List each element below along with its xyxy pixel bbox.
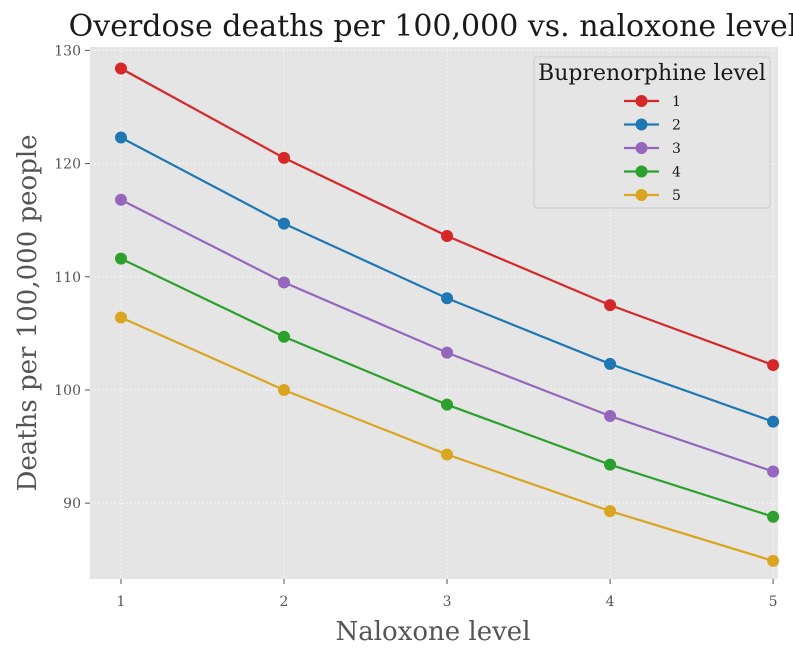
legend-label: 3 — [672, 141, 681, 157]
x-axis-label: Naloxone level — [335, 617, 530, 647]
data-point — [604, 410, 617, 423]
y-tick-label: 90 — [63, 496, 81, 512]
series-2 — [114, 131, 780, 428]
y-tick-label: 110 — [54, 270, 81, 286]
data-point — [114, 252, 127, 265]
legend-marker — [635, 142, 648, 154]
data-point — [441, 230, 454, 243]
y-tick-label: 100 — [54, 383, 81, 399]
data-point — [278, 217, 291, 230]
series-4 — [114, 252, 780, 523]
data-point — [767, 510, 780, 523]
data-point — [604, 458, 617, 471]
legend-label: 1 — [672, 94, 681, 110]
legend-item-4: 4 — [624, 165, 681, 181]
legend-label: 4 — [672, 165, 681, 181]
legend-item-5: 5 — [624, 188, 681, 204]
data-point — [114, 62, 127, 75]
legend-marker — [635, 165, 648, 178]
chart-title: Overdose deaths per 100,000 vs. naloxone… — [69, 9, 793, 44]
series-5 — [114, 311, 780, 567]
data-point — [441, 346, 454, 359]
x-tick-label: 3 — [443, 594, 452, 610]
y-axis-label: Deaths per 100,000 people — [13, 134, 43, 491]
legend-label: 2 — [672, 118, 681, 134]
axis-ticks: 1 2 3 4 5 90 100 110 120 130 — [54, 43, 777, 610]
legend-items: 1 2 3 4 5 — [624, 94, 681, 204]
data-point — [114, 193, 127, 206]
legend-marker — [635, 189, 648, 201]
data-point — [767, 465, 780, 478]
x-tick-label: 1 — [117, 594, 126, 610]
y-tick-label: 130 — [54, 43, 81, 59]
series-3 — [114, 193, 780, 478]
legend-marker — [635, 118, 648, 131]
legend-box — [533, 56, 771, 209]
data-point — [604, 299, 617, 312]
data-point — [604, 357, 617, 370]
data-point — [441, 448, 454, 461]
legend-item-2: 2 — [624, 118, 681, 134]
data-point — [604, 505, 617, 518]
x-tick-label: 2 — [280, 594, 289, 610]
legend-item-1: 1 — [624, 94, 681, 110]
series-1 — [114, 62, 780, 372]
legend-marker — [635, 95, 648, 107]
legend-label: 5 — [672, 188, 681, 204]
legend-item-3: 3 — [624, 141, 681, 157]
data-point — [441, 398, 454, 411]
data-point — [767, 359, 780, 372]
data-point — [767, 554, 780, 567]
data-point — [114, 131, 127, 144]
legend: Buprenorphine level 1 2 3 4 5 — [533, 56, 771, 209]
data-point — [278, 383, 291, 396]
x-tick-label: 4 — [606, 594, 615, 610]
data-point — [114, 311, 127, 324]
legend-title: Buprenorphine level — [538, 61, 766, 86]
data-point — [767, 415, 780, 428]
y-tick-label: 120 — [54, 157, 81, 173]
data-point — [441, 292, 454, 305]
x-tick-label: 5 — [769, 594, 778, 610]
data-series — [114, 62, 780, 567]
data-point — [278, 151, 291, 164]
data-point — [278, 330, 291, 343]
data-point — [278, 276, 291, 289]
